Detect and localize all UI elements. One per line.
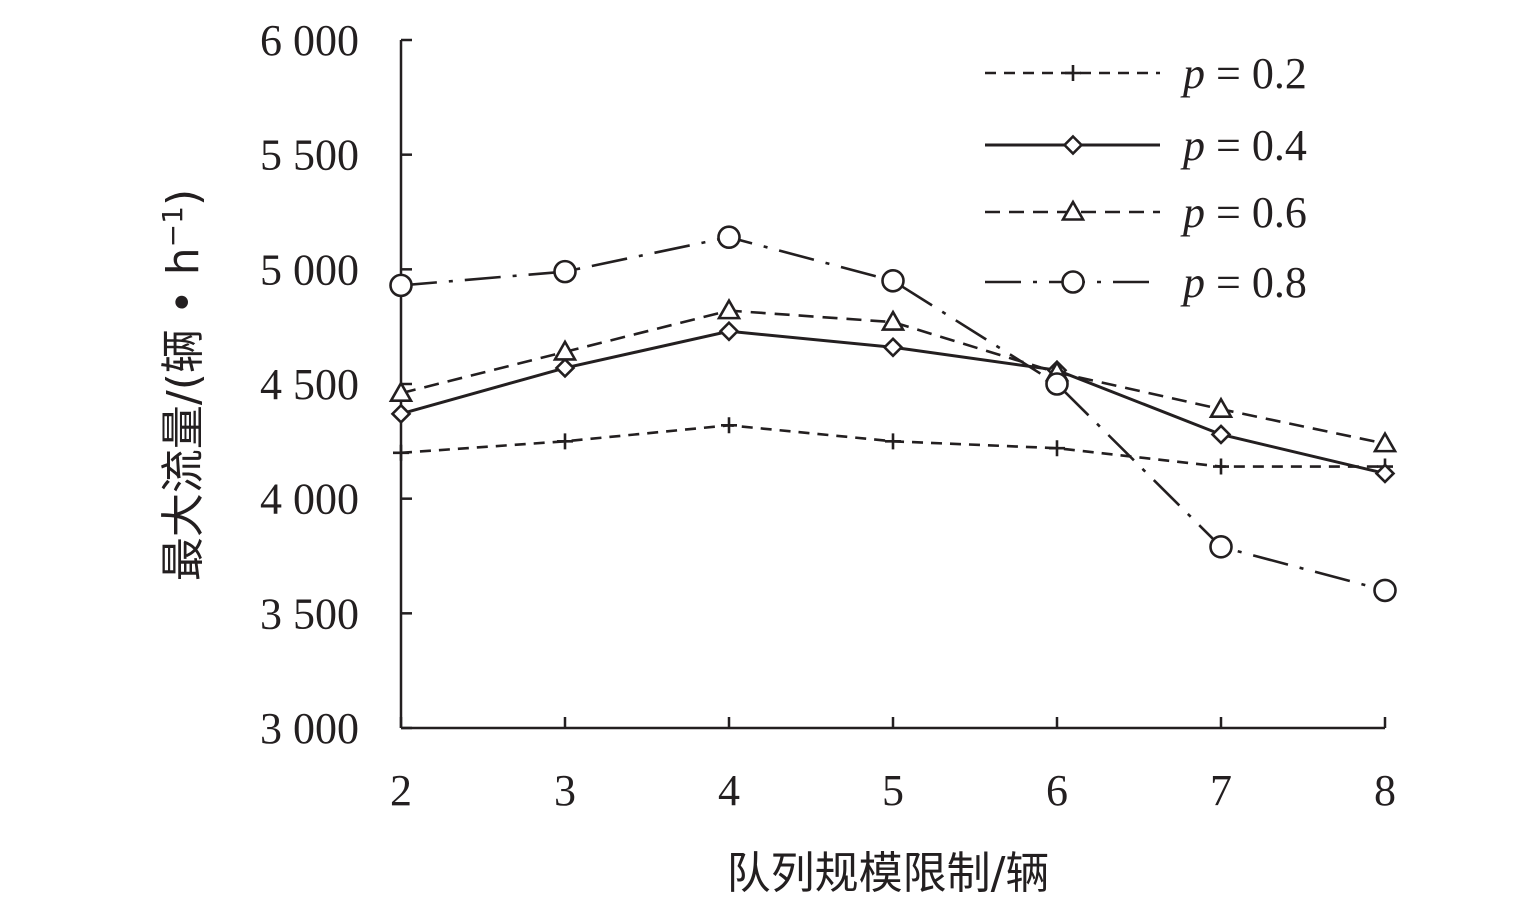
- data-point: [388, 380, 414, 402]
- data-point: [1374, 463, 1396, 484]
- data-point: [1372, 431, 1398, 453]
- legend-label-var: p: [1180, 258, 1205, 307]
- data-point: [1045, 372, 1069, 396]
- series-plus: [393, 417, 1393, 475]
- legend-label-var: p: [1180, 188, 1205, 237]
- legend-marker: [1062, 134, 1084, 156]
- x-tick-label: 2: [390, 766, 412, 815]
- legend-item: p = 0.4: [985, 121, 1307, 170]
- legend-marker: [1061, 270, 1085, 294]
- y-tick-label: 3 000: [260, 704, 359, 753]
- y-axis-title: 最大流量/(辆 • h−1): [156, 189, 209, 581]
- legend-label: p = 0.4: [1180, 121, 1307, 170]
- data-point: [882, 336, 904, 358]
- x-tick-label: 4: [718, 766, 740, 815]
- data-point: [553, 259, 577, 284]
- x-tick-label: 8: [1374, 766, 1396, 815]
- legend-marker: [1060, 199, 1086, 221]
- data-point: [881, 268, 905, 293]
- x-tick-label: 6: [1046, 766, 1068, 815]
- y-tick-label: 5 000: [260, 245, 359, 294]
- y-tick-label: 5 500: [260, 131, 359, 180]
- legend-marker: [1065, 65, 1081, 81]
- data-point: [1213, 458, 1229, 475]
- series-diamond: [390, 320, 1396, 484]
- data-point: [1373, 578, 1397, 603]
- x-tick-label: 5: [882, 766, 904, 815]
- legend-item: p = 0.6: [985, 188, 1307, 237]
- data-point: [880, 309, 906, 331]
- data-point: [389, 273, 413, 298]
- data-point: [393, 444, 409, 461]
- legend-label-var: p: [1180, 121, 1205, 170]
- legend: p = 0.2p = 0.4p = 0.6p = 0.8: [985, 49, 1307, 307]
- y-axis-title-close: ): [158, 189, 209, 206]
- data-point: [1049, 440, 1065, 457]
- legend-item: p = 0.2: [985, 49, 1307, 98]
- data-point: [557, 433, 573, 450]
- series-layer: [388, 225, 1398, 603]
- legend-label: p = 0.6: [1180, 188, 1307, 237]
- legend-label: p = 0.8: [1180, 258, 1307, 307]
- data-point: [552, 339, 578, 361]
- y-axis-title-main: 最大流量/(辆 • h: [158, 247, 209, 581]
- data-point: [721, 417, 737, 434]
- y-tick-label: 3 500: [260, 589, 359, 638]
- series-circle: [389, 225, 1397, 603]
- x-tick-label: 7: [1210, 766, 1232, 815]
- legend-label-value: = 0.8: [1205, 258, 1307, 307]
- x-tick-label: 3: [554, 766, 576, 815]
- data-point: [1208, 396, 1234, 419]
- axes: 3 000 3 500 4 000 4 500 5 000 5 500 6 000 2 3 4 5 6…: [260, 16, 1396, 815]
- legend-label-var: p: [1180, 49, 1205, 98]
- y-tick-label: 4 500: [260, 360, 359, 409]
- data-point: [390, 403, 412, 425]
- data-point: [554, 357, 576, 379]
- data-point: [716, 297, 742, 320]
- y-axis-title-sup: −1: [156, 206, 189, 247]
- data-point: [1210, 424, 1232, 445]
- legend-label: p = 0.2: [1180, 49, 1307, 98]
- y-tick-label: 4 000: [260, 475, 359, 524]
- data-point: [1209, 535, 1233, 559]
- legend-label-value: = 0.6: [1205, 188, 1307, 237]
- data-point: [718, 320, 740, 342]
- y-tick-label: 6 000: [260, 16, 359, 65]
- data-point: [717, 225, 741, 250]
- data-point: [885, 433, 901, 450]
- legend-label-value: = 0.4: [1205, 121, 1307, 170]
- legend-item: p = 0.8: [985, 258, 1307, 307]
- x-axis-title: 队列规模限制/辆: [727, 848, 1050, 899]
- legend-label-value: = 0.2: [1205, 49, 1307, 98]
